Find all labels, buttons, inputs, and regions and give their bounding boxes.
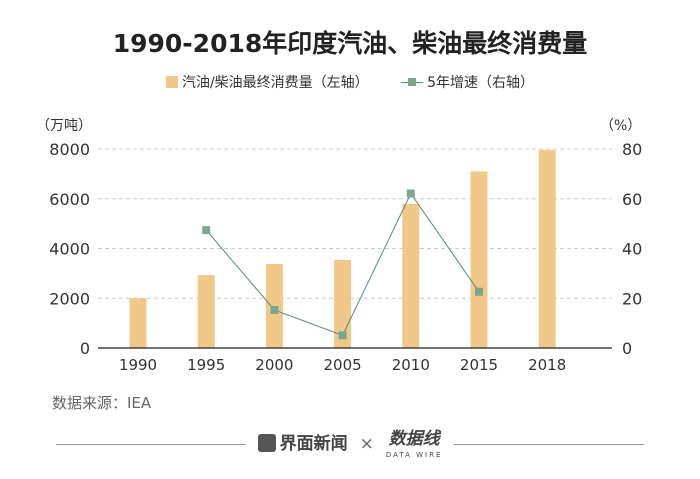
legend-line-swatch [401,77,424,87]
datawire-logo: 数据线 DATA WIRE [385,428,443,459]
legend: 汽油/柴油最终消费量（左轴） 5年增速（右轴） [0,72,700,92]
x-tick-label: 2005 [324,356,362,374]
right-tick-label: 20 [622,289,642,308]
growth-point-2015 [475,287,483,296]
right-tick-label: 40 [622,240,642,259]
left-axis-unit: （万吨） [36,118,92,134]
bar-1990 [129,298,147,348]
growth-point-2005 [338,331,347,340]
x-tick-label: 1995 [187,356,225,374]
bar-2015 [470,171,488,348]
footer-divider-left [55,443,246,445]
left-tick-label: 6000 [49,190,90,209]
x-tick-label: 2015 [460,356,498,374]
left-tick-label: 2000 [49,289,90,308]
x-tick-label: 2000 [255,356,293,374]
separator: × [359,434,374,454]
x-tick-label: 2010 [392,356,430,374]
bar-1995 [197,275,215,348]
right-axis-unit: （%） [600,118,642,134]
left-tick-label: 4000 [49,240,90,259]
legend-bar-label: 汽油/柴油最终消费量（左轴） [181,75,369,91]
legend-line-label: 5年增速（右轴） [427,75,535,91]
jiemian-logo: 界面新闻 [257,434,348,454]
right-tick-label: 80 [622,140,642,159]
left-tick-label: 8000 [49,140,90,159]
x-tick-label: 2018 [528,356,566,374]
bar-2018 [538,149,556,348]
footer: 界面新闻 × 数据线 DATA WIRE [0,424,700,464]
right-tick-label: 0 [622,339,632,358]
growth-point-1995 [202,226,211,235]
source-note: 数据来源：IEA [52,394,152,412]
footer-divider-right [454,443,645,445]
left-tick-label: 0 [80,339,90,358]
x-tick-label: 1990 [119,356,157,374]
chart-title: 1990-2018年印度汽油、柴油最终消费量 [112,29,588,58]
growth-point-2010 [406,189,415,198]
growth-point-2000 [270,305,279,314]
bar-2010 [402,203,420,348]
right-tick-label: 60 [622,190,642,209]
legend-bar-swatch [165,76,178,88]
